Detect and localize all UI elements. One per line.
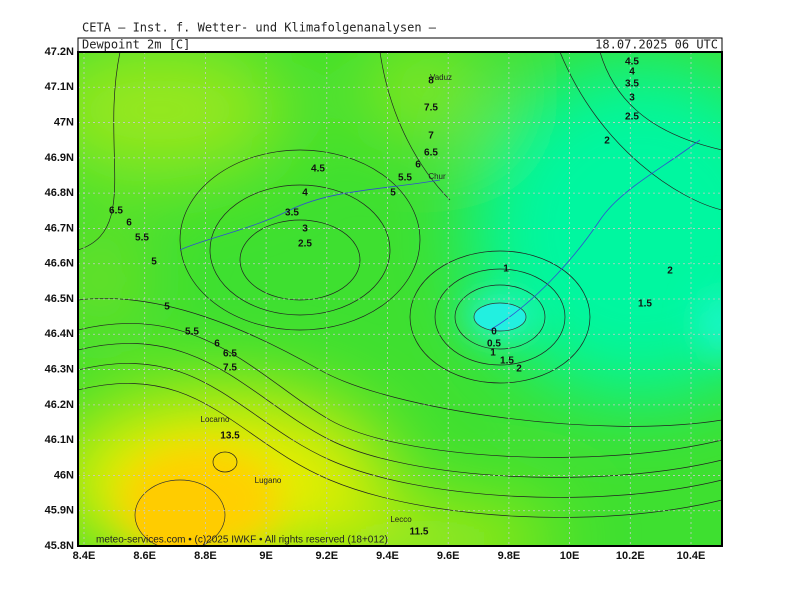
contour-label: 5 <box>164 302 170 313</box>
contour-label: 6 <box>415 160 421 171</box>
contour-label: 3 <box>302 224 308 235</box>
contour-label: 6.5 <box>109 206 123 217</box>
lon-tick-label: 8.8E <box>194 550 217 562</box>
lat-tick-label: 46.1N <box>45 434 74 446</box>
lat-tick-label: 46.6N <box>45 258 74 270</box>
contour-label: 1.5 <box>638 299 652 310</box>
contour-label: 3.5 <box>285 208 299 219</box>
contour-label: 7.5 <box>223 363 237 374</box>
lat-tick-label: 46.9N <box>45 152 74 164</box>
contour-label: 6 <box>126 218 132 229</box>
contour-label: 1 <box>503 264 509 275</box>
lon-tick-label: 8.4E <box>73 550 96 562</box>
contour-label: 4 <box>629 67 635 78</box>
source: CETA — Inst. f. Wetter- und Klimafolgena… <box>82 21 437 35</box>
contour-label: 1.5 <box>500 356 514 367</box>
contour-label: 2.5 <box>298 239 312 250</box>
lat-tick-label: 47.1N <box>45 81 74 93</box>
lat-tick-label: 45.8N <box>45 540 74 552</box>
lat-tick-label: 47.2N <box>45 46 74 58</box>
lat-tick-label: 46.3N <box>45 363 74 375</box>
map-time: 18.07.2025 06 UTC <box>595 38 718 52</box>
lat-tick-label: 45.9N <box>45 505 74 517</box>
contour-label: 2 <box>516 364 522 375</box>
lat-tick-label: 46.5N <box>45 293 74 305</box>
contour-label: 4.5 <box>625 57 639 68</box>
map-title: Dewpoint 2m [C] <box>82 38 190 52</box>
contour-label: 5.5 <box>398 173 412 184</box>
lon-tick-label: 9.6E <box>437 550 460 562</box>
lat-tick-label: 46.2N <box>45 399 74 411</box>
place-name: Locarno <box>201 415 230 424</box>
contour-label: 5.5 <box>135 233 149 244</box>
lat-tick-label: 46.8N <box>45 187 74 199</box>
lon-tick-label: 10.2E <box>616 550 645 562</box>
lon-tick-label: 10.4E <box>677 550 706 562</box>
grid <box>78 52 722 546</box>
lat-tick-label: 47N <box>54 116 74 128</box>
lon-tick-label: 9.2E <box>315 550 338 562</box>
contour-label: 6 <box>214 339 220 350</box>
contour-label: 4 <box>302 188 308 199</box>
credit: meteo-services.com • (c)2025 IWKF • All … <box>96 535 388 546</box>
lat-tick-label: 46.7N <box>45 222 74 234</box>
contour-label: 7 <box>428 131 434 142</box>
contour-label: 0.5 <box>487 339 501 350</box>
contour-label: 13.5 <box>220 431 240 442</box>
lon-tick-label: 10E <box>560 550 580 562</box>
contour-label: 2 <box>604 136 610 147</box>
contour-label: 7.5 <box>424 103 438 114</box>
lat-tick-label: 46.4N <box>45 328 74 340</box>
place-name: Lecco <box>390 515 412 524</box>
contour-label: 2.5 <box>625 112 639 123</box>
contour-label: 3.5 <box>625 79 639 90</box>
place-name: Chur <box>428 172 446 181</box>
field <box>78 52 722 546</box>
contour-label: 6.5 <box>223 349 237 360</box>
contour-label: 0 <box>491 327 497 338</box>
frame <box>77 51 723 547</box>
lat-tick-label: 46N <box>54 469 74 481</box>
contour-label: 6.5 <box>424 148 438 159</box>
lon-tick-label: 8.6E <box>133 550 156 562</box>
contour-label: 4.5 <box>311 164 325 175</box>
contour-label: 5.5 <box>185 327 199 338</box>
contour-label: 11.5 <box>410 527 429 538</box>
lon-tick-label: 9E <box>259 550 272 562</box>
contour-label: 5 <box>151 257 157 268</box>
contour-label: 2 <box>667 266 673 277</box>
lon-tick-label: 9.8E <box>498 550 521 562</box>
contour-label: 8 <box>428 76 434 87</box>
contour-label: 1 <box>490 348 496 359</box>
place-name: Vaduz <box>430 73 452 82</box>
contour-label: 5 <box>390 188 396 199</box>
contour-label: 3 <box>629 93 635 104</box>
place-name: Lugano <box>255 476 282 485</box>
lon-tick-label: 9.4E <box>376 550 399 562</box>
